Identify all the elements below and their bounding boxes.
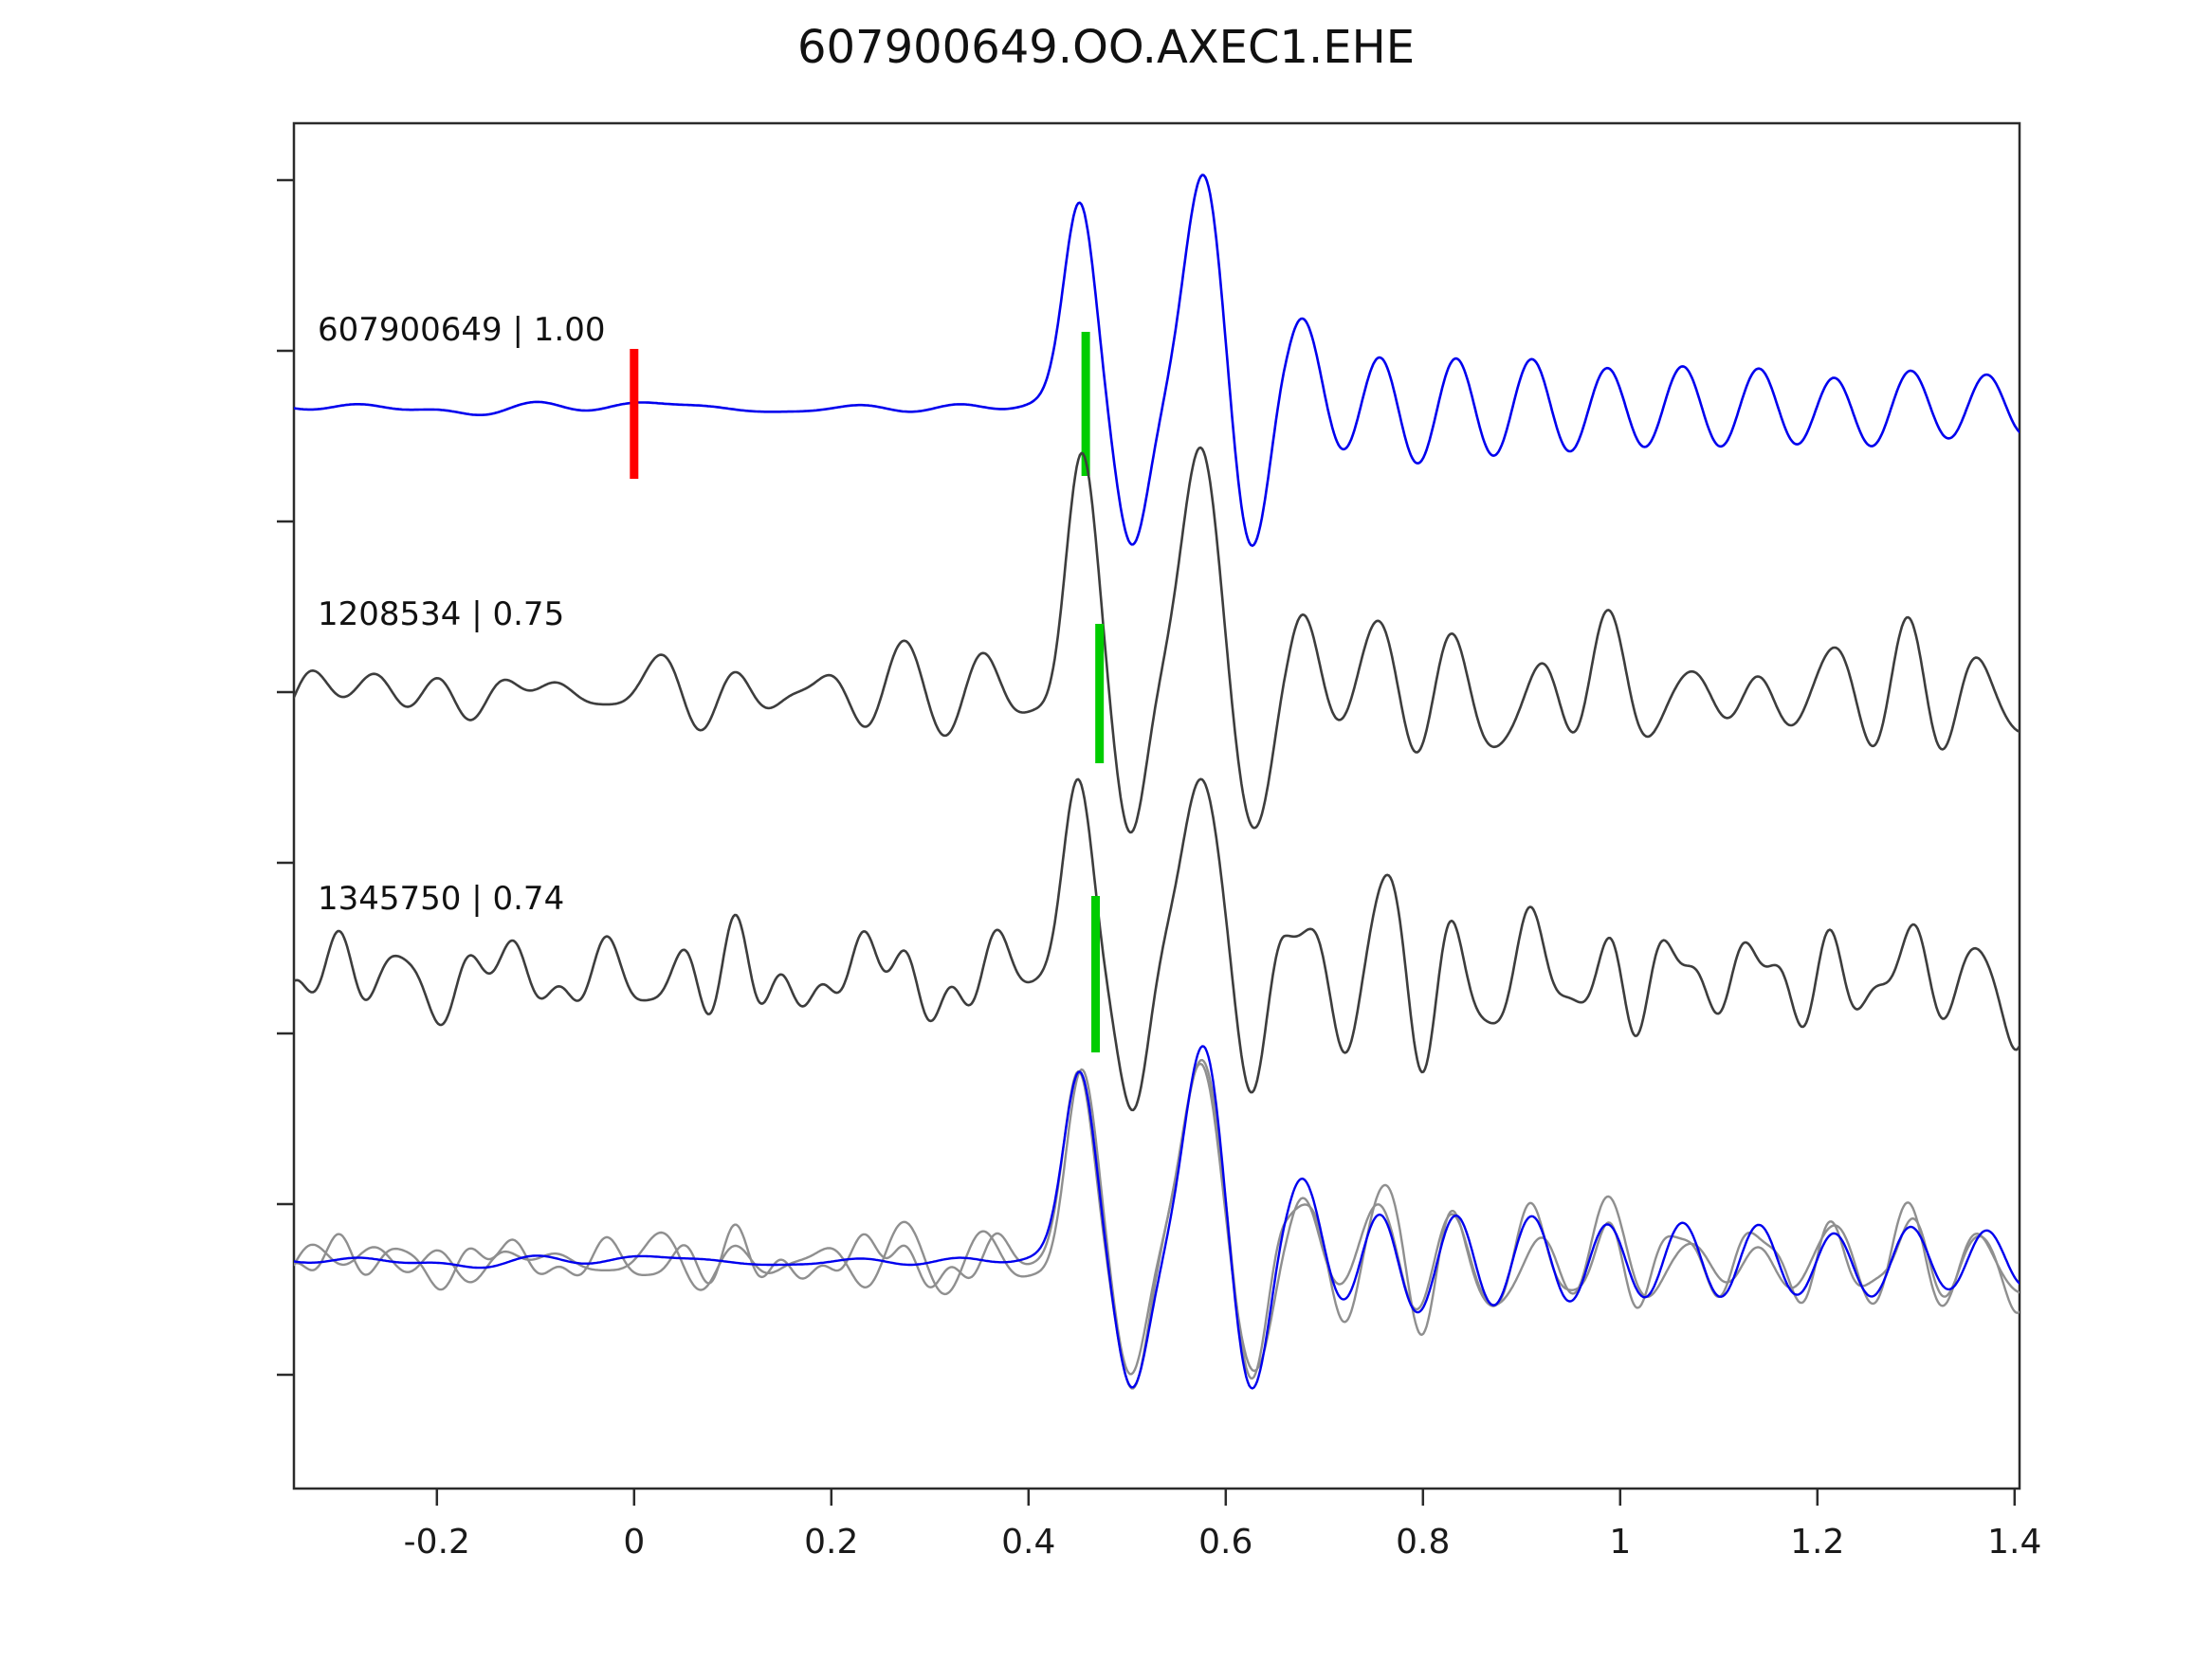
waveform-trace-607900649 bbox=[294, 174, 2020, 547]
plot-border bbox=[292, 121, 2021, 1490]
trace-group bbox=[294, 174, 2020, 1390]
trace-label-607900649: 607900649 | 1.00 bbox=[318, 311, 606, 349]
x-tick-label: 1.2 bbox=[1790, 1523, 1844, 1562]
x-tick-label: 0.2 bbox=[804, 1523, 858, 1562]
x-tick-label: 0 bbox=[623, 1523, 645, 1562]
overlay-trace-1345750 bbox=[294, 1058, 2020, 1390]
overlay-trace-607900649 bbox=[294, 1045, 2020, 1390]
waveform-trace-1208534 bbox=[294, 446, 2020, 834]
trace-label-1345750: 1345750 | 0.74 bbox=[318, 880, 565, 918]
x-tick-label: 0.6 bbox=[1198, 1523, 1252, 1562]
overlay-trace-1208534 bbox=[294, 1062, 2020, 1376]
x-tick-label: 0.8 bbox=[1396, 1523, 1450, 1562]
x-tick-label: 1.4 bbox=[1987, 1523, 2041, 1562]
pick-marker-1208534 bbox=[1095, 624, 1105, 763]
pick-marker-1345750 bbox=[1091, 896, 1101, 1052]
x-tick-label: 0.4 bbox=[1001, 1523, 1055, 1562]
chart-title: 607900649.OO.AXEC1.EHE bbox=[796, 21, 1416, 74]
trace-label-1208534: 1208534 | 0.75 bbox=[318, 595, 565, 633]
x-tick-label: -0.2 bbox=[404, 1523, 470, 1562]
pick-marker-607900649 bbox=[1081, 332, 1090, 476]
pick-marker-607900649 bbox=[630, 349, 639, 479]
waveform-trace-1345750 bbox=[294, 777, 2020, 1112]
x-tick-label: 1 bbox=[1609, 1523, 1631, 1562]
